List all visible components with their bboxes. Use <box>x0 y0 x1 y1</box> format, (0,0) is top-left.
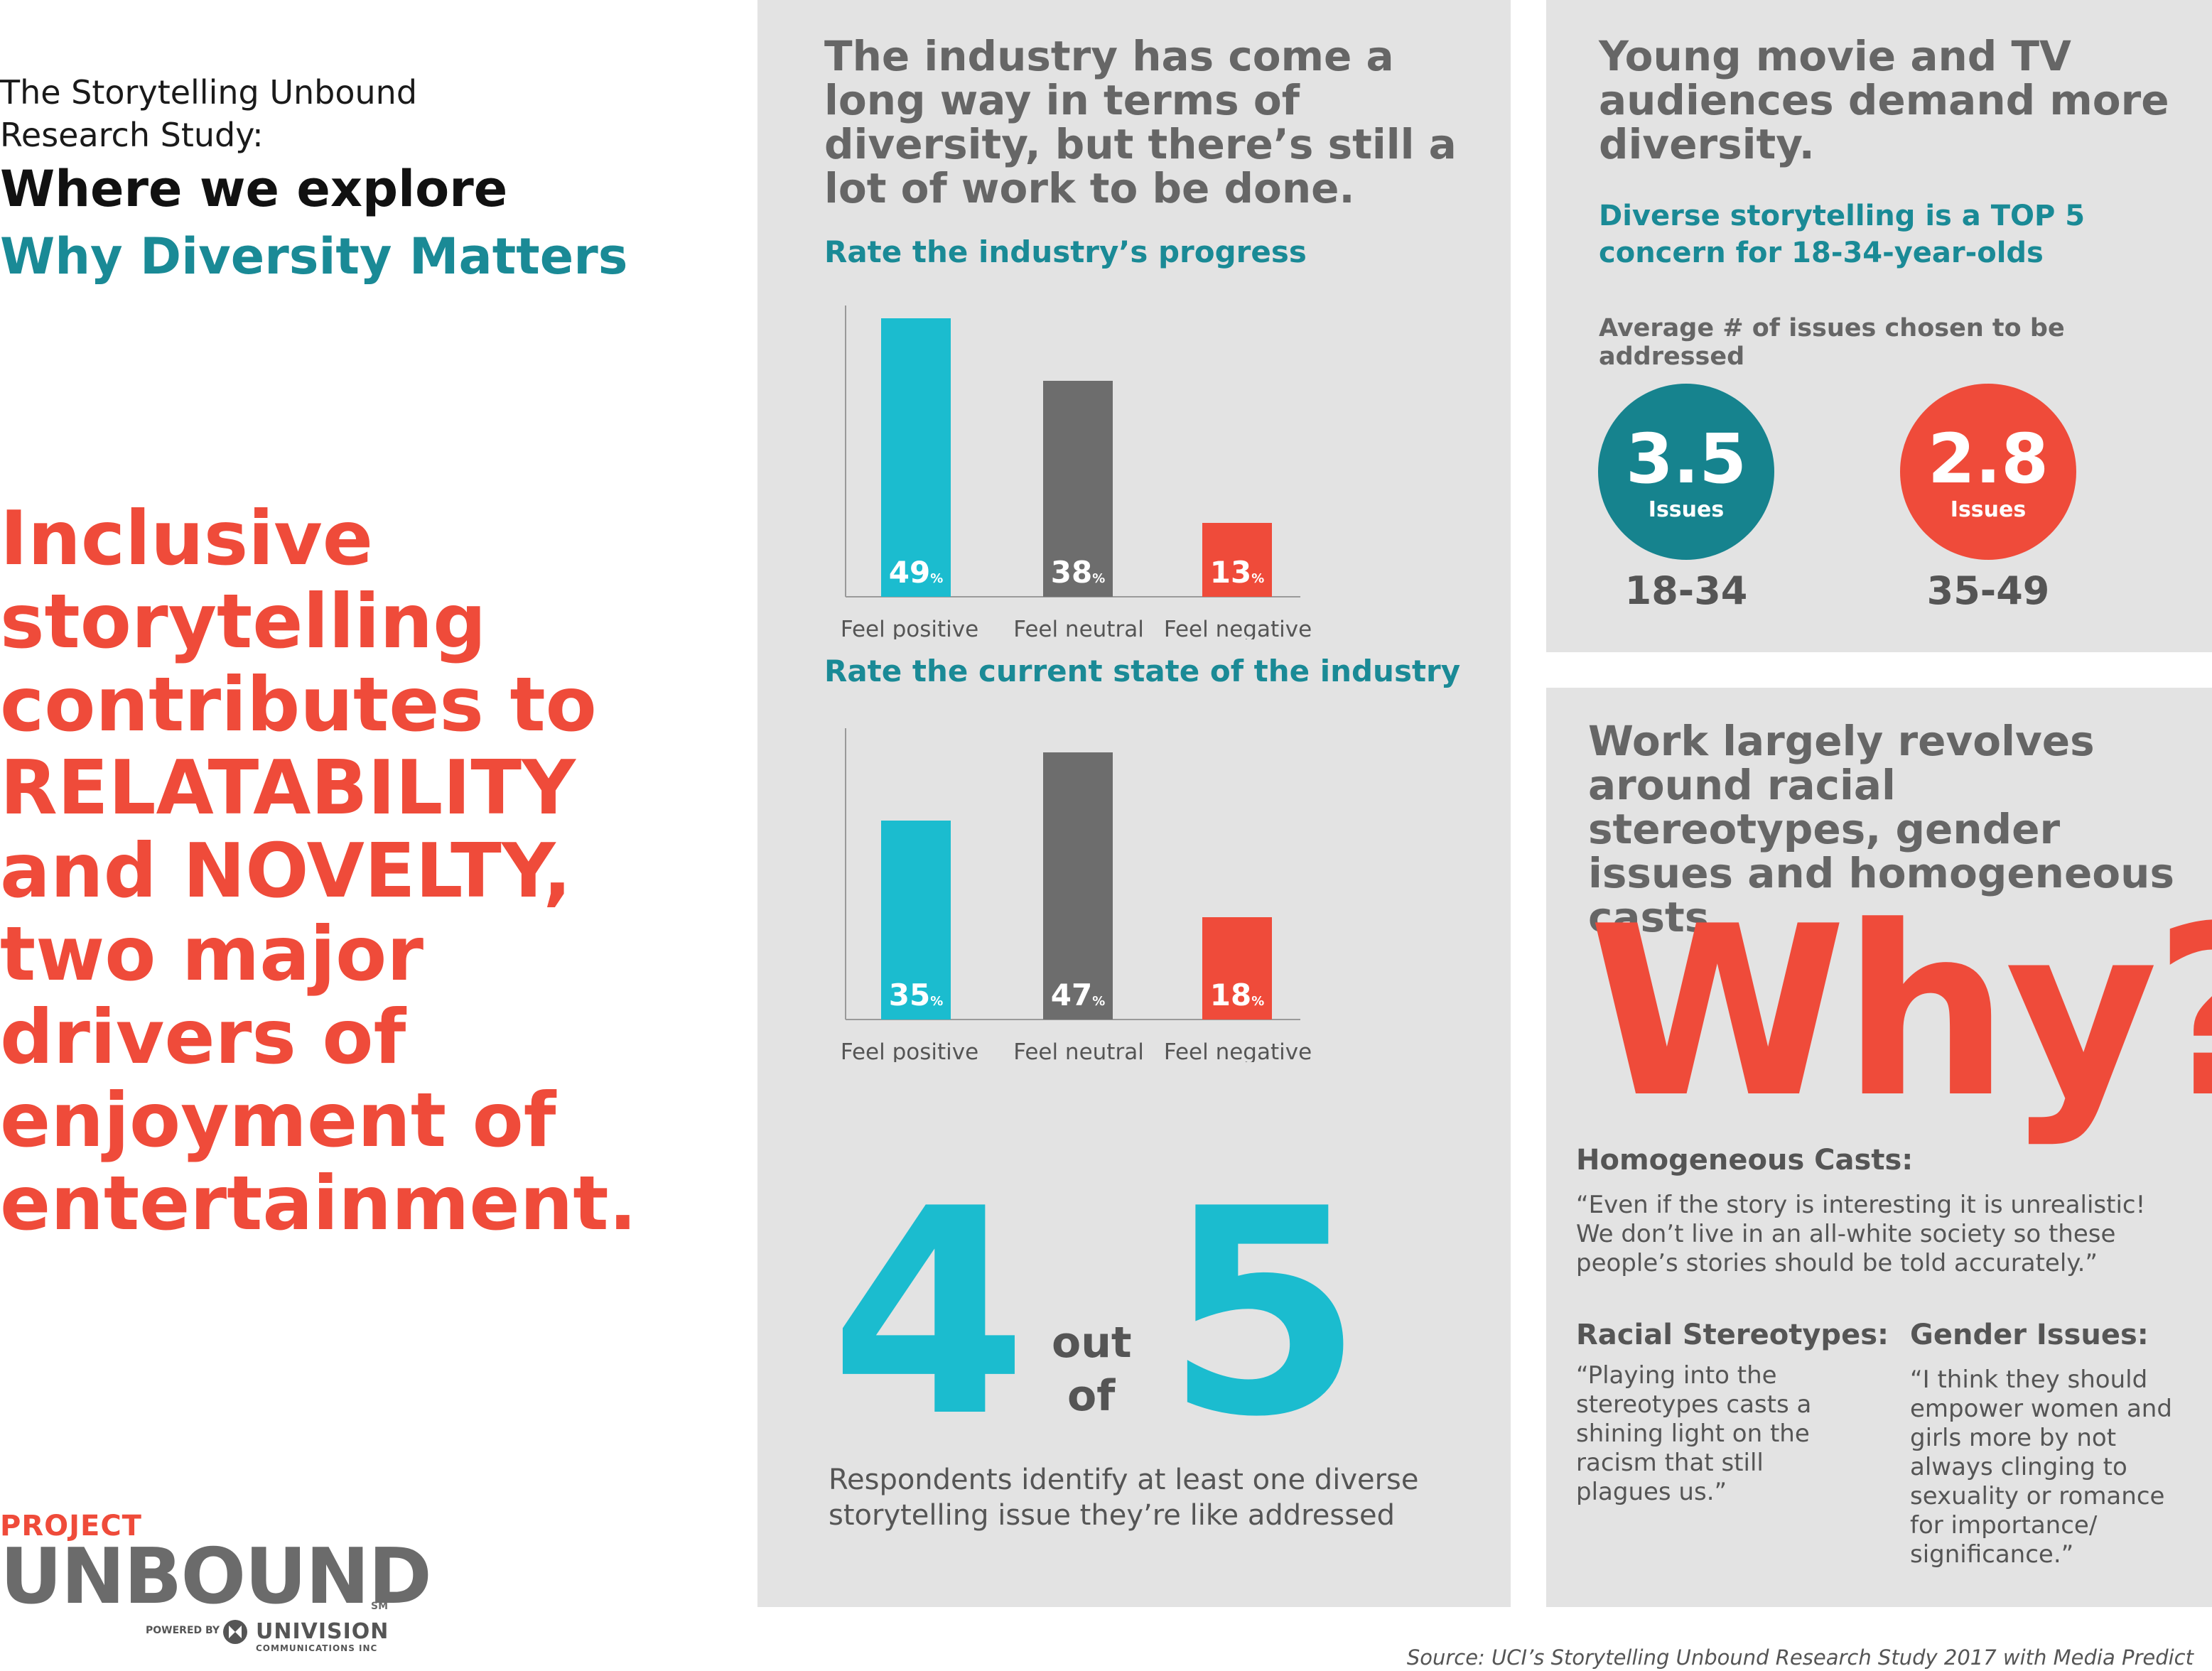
chart2-title: Rate the current state of the industry <box>824 654 1461 688</box>
univision-logo-icon <box>223 1620 247 1644</box>
progress-value-label-0: 49% <box>889 555 944 590</box>
progress-bar-0 <box>881 318 951 597</box>
state-category-label-1: Feel neutral <box>1013 1039 1144 1062</box>
gender-issues-quote: “I think they should empower women and g… <box>1910 1366 2172 1569</box>
progress-bar-2 <box>1202 523 1272 597</box>
respondents-text: Respondents identify at least one divers… <box>829 1464 1419 1532</box>
five-number: 5 <box>1165 1149 1364 1479</box>
gender-issues-title: Gender Issues: <box>1910 1319 2149 1351</box>
state-value-label-1: 47% <box>1051 978 1106 1012</box>
progress-bar-chart: 49% Feel positive 38% Feel neutral 13% Feel n… <box>841 305 1312 639</box>
stereotypes-headline: Work largely revolves around racial ster… <box>1588 717 2174 941</box>
progress-value-label-1: 38% <box>1051 555 1106 590</box>
logo-powered-by: POWERED BY <box>146 1625 220 1636</box>
study-title: The Storytelling Unbound Research Study: <box>0 73 418 154</box>
logo-project-text: PROJECT <box>0 1510 142 1542</box>
value-18-34: 3.5 <box>1625 419 1747 499</box>
project-unbound-logo: PROJECT UNBOUND SM POWERED BY UNIVISION … <box>0 1510 432 1662</box>
state-category-label-0: Feel positive <box>841 1039 978 1062</box>
four-number: 4 <box>830 1149 1028 1479</box>
industry-panel <box>757 0 1511 1607</box>
of-text: of <box>1067 1371 1116 1421</box>
why-question: Why? <box>1588 876 2212 1149</box>
explore-heading: Where we explore <box>0 160 508 218</box>
circle-18-34: 3.5 Issues <box>1598 384 1774 560</box>
homogeneous-casts-title: Homogeneous Casts: <box>1576 1144 1914 1177</box>
chart1-title: Rate the industry’s progress <box>824 234 1307 269</box>
state-bar-1 <box>1043 752 1113 1020</box>
progress-unit-0: % <box>930 571 943 586</box>
audiences-headline: Young movie and TV audiences demand more… <box>1599 32 2169 168</box>
industry-headline: The industry has come a long way in term… <box>824 32 1457 212</box>
logo-unbound-text: UNBOUND <box>0 1532 432 1621</box>
racial-stereotypes-title: Racial Stereotypes: <box>1576 1319 1889 1351</box>
homogeneous-casts-quote: “Even if the story is interesting it is … <box>1576 1191 2146 1277</box>
unit-18-34: Issues <box>1648 497 1725 522</box>
logo-sm-mark: SM <box>371 1601 389 1612</box>
source-note: Source: UCI’s Storytelling Unbound Resea… <box>1406 1645 2194 1670</box>
value-35-49: 2.8 <box>1927 419 2049 499</box>
issues-chart-title: Average # of issues chosen to be address… <box>1599 314 2065 371</box>
progress-category-label-1: Feel neutral <box>1013 617 1144 639</box>
out-text: out <box>1052 1318 1132 1368</box>
logo-univision-text: UNIVISION <box>256 1619 389 1644</box>
racial-stereotypes-quote: “Playing into the stereotypes casts a sh… <box>1576 1361 1812 1506</box>
logo-communications-text: COMMUNICATIONS INC <box>256 1643 378 1653</box>
age-18-34: 18-34 <box>1624 568 1748 613</box>
state-value-label-2: 18% <box>1210 978 1265 1012</box>
state-unit-2: % <box>1251 994 1264 1009</box>
progress-value-label-2: 13% <box>1210 555 1265 590</box>
state-unit-0: % <box>930 994 943 1009</box>
state-bar-2 <box>1202 917 1272 1020</box>
progress-category-label-0: Feel positive <box>841 617 978 639</box>
progress-unit-1: % <box>1092 571 1105 586</box>
circle-35-49: 2.8 Issues <box>1900 384 2076 560</box>
current-state-bar-chart: 35% Feel positive 47% Feel neutral 18% Feel n… <box>841 728 1312 1062</box>
unit-35-49: Issues <box>1950 497 2027 522</box>
state-bar-0 <box>881 821 951 1020</box>
stereotypes-panel <box>1546 688 2212 1607</box>
inclusive-statement: Inclusive storytelling contributes to RE… <box>0 495 637 1247</box>
state-unit-1: % <box>1092 994 1105 1009</box>
progress-category-label-2: Feel negative <box>1164 617 1312 639</box>
top5-concern: Diverse storytelling is a TOP 5 concern … <box>1599 200 2086 269</box>
why-diversity-heading: Why Diversity Matters <box>0 227 628 286</box>
state-category-label-2: Feel negative <box>1164 1039 1312 1062</box>
state-value-label-0: 35% <box>889 978 944 1012</box>
progress-bar-1 <box>1043 381 1113 597</box>
progress-unit-2: % <box>1251 571 1264 586</box>
age-35-49: 35-49 <box>1926 568 2050 613</box>
